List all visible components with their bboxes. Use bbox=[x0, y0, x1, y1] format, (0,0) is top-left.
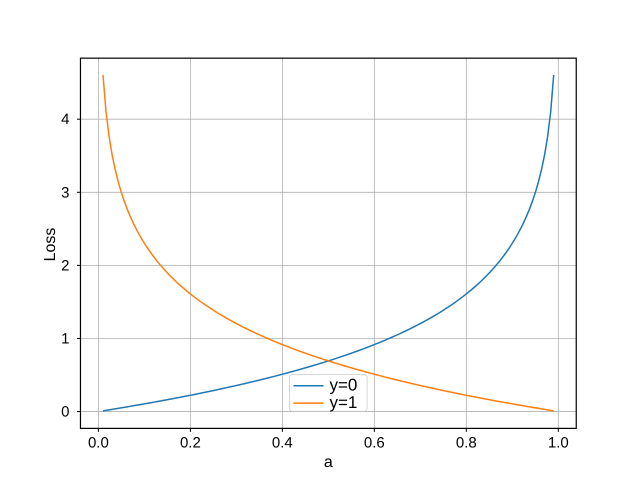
svg-text:0.6: 0.6 bbox=[364, 434, 385, 451]
svg-text:2: 2 bbox=[61, 257, 69, 274]
svg-text:0.4: 0.4 bbox=[272, 434, 293, 451]
svg-text:3: 3 bbox=[61, 184, 69, 201]
svg-text:1: 1 bbox=[61, 330, 69, 347]
svg-text:4: 4 bbox=[61, 111, 69, 128]
svg-text:0.2: 0.2 bbox=[180, 434, 201, 451]
svg-text:a: a bbox=[324, 454, 333, 471]
svg-text:Loss: Loss bbox=[42, 228, 59, 262]
svg-text:0: 0 bbox=[61, 404, 69, 421]
svg-text:y=1: y=1 bbox=[330, 393, 358, 412]
svg-text:0.8: 0.8 bbox=[456, 434, 477, 451]
svg-text:1.0: 1.0 bbox=[548, 434, 569, 451]
svg-text:0.0: 0.0 bbox=[88, 434, 109, 451]
svg-text:y=0: y=0 bbox=[330, 376, 358, 395]
